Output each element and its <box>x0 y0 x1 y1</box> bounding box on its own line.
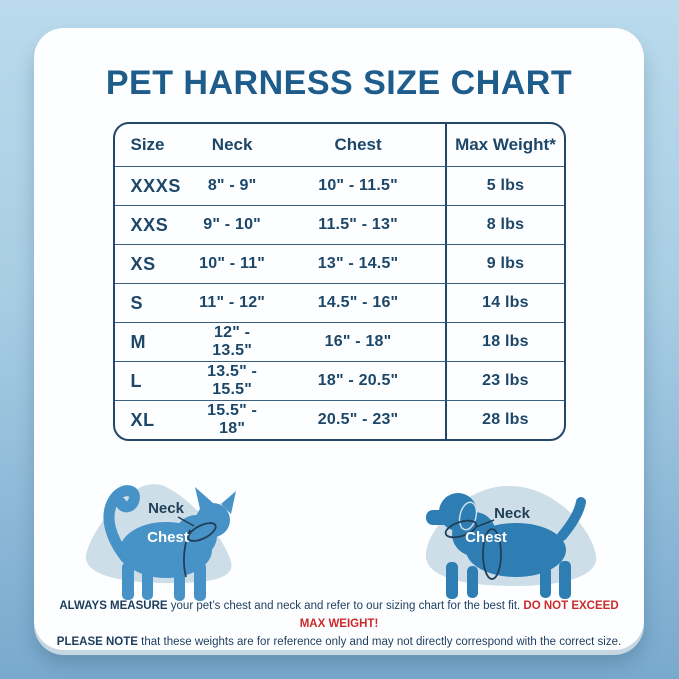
cell-max-weight: 14 lbs <box>445 284 564 323</box>
cell-size: XL <box>130 409 155 430</box>
dog-neck-measure-line <box>444 519 478 539</box>
cat-measuring-figure: Neck Chest <box>76 472 248 604</box>
footer-max-weight-warning: DO NOT EXCEED MAX WEIGHT! <box>299 600 619 630</box>
cell-neck: 8" - 9" <box>193 167 271 206</box>
size-table-body: XXXS 8" - 9" 10" - 11.5" 5 lbs XXS 9" - 10" 11… <box>114 167 564 439</box>
dog-measuring-figure: Neck Chest <box>412 470 604 604</box>
table-row: XXS 9" - 10" 11.5" - 13" 8 lbs <box>114 206 564 245</box>
cell-size: XXS <box>114 206 194 245</box>
cell-neck: 10" - 11" <box>193 245 271 284</box>
table-row: L 13.5" - 15.5" 18" - 20.5" 23 lbs <box>114 362 564 401</box>
cell-chest: 11.5" - 13" <box>270 206 446 245</box>
cell-max-weight: 23 lbs <box>445 362 564 401</box>
table-row: XS 10" - 11" 13" - 14.5" 9 lbs <box>114 245 564 284</box>
footer-line-1: ALWAYS MEASURE your pet’s chest and neck… <box>56 598 622 634</box>
column-header-size: Size <box>114 124 194 167</box>
size-table-header: Size Neck Chest Max Weight* <box>114 124 564 167</box>
footer-line-2-text: that these weights are for reference onl… <box>137 635 622 648</box>
cell-max-weight: 5 lbs <box>445 167 564 206</box>
dog-tail <box>557 497 586 541</box>
cell-neck: 11" - 12" <box>193 284 271 323</box>
footer-always-measure-label: ALWAYS MEASURE <box>59 600 168 612</box>
cell-size: XXXS <box>114 167 194 206</box>
page-title: PET HARNESS SIZE CHART <box>105 64 573 102</box>
cell-max-weight: 28 lbs <box>445 401 563 439</box>
cat-tail <box>103 485 140 564</box>
cell-chest: 20.5" - 23" <box>317 411 399 428</box>
cat-illustration: Neck Chest <box>85 484 236 601</box>
column-header-neck: Neck <box>193 124 271 167</box>
dog-illustration: Neck Chest <box>425 485 597 599</box>
cat-chest-measure-line <box>183 529 191 578</box>
footer-notes: ALWAYS MEASURE your pet’s chest and neck… <box>56 598 622 651</box>
cat-chest-label: Chest <box>147 529 189 546</box>
cell-chest: 18" - 20.5" <box>270 362 446 401</box>
footer-line-1-text: your pet’s chest and neck and refer to o… <box>167 600 524 612</box>
cell-max-weight: 8 lbs <box>445 206 564 245</box>
cell-size: XS <box>114 245 194 284</box>
cell-size: S <box>114 284 194 323</box>
footer-line-2: PLEASE NOTE that these weights are for r… <box>56 634 622 652</box>
cell-chest: 13" - 14.5" <box>270 245 446 284</box>
size-table: Size Neck Chest Max Weight* XXXS 8" - 9" 1… <box>112 122 566 441</box>
cell-chest: 10" - 11.5" <box>270 167 446 206</box>
table-row: S 11" - 12" 14.5" - 16" 14 lbs <box>114 284 564 323</box>
footer-please-note-label: PLEASE NOTE <box>56 635 138 648</box>
column-header-max-weight: Max Weight* <box>445 124 564 167</box>
cell-neck: 15.5" - 18" <box>207 402 258 437</box>
cell-neck: 12" - 13.5" <box>193 323 271 362</box>
cell-max-weight: 9 lbs <box>445 245 564 284</box>
cell-size: M <box>114 323 194 362</box>
dog-chest-measure-line <box>482 528 502 580</box>
cell-chest: 16" - 18" <box>270 323 446 362</box>
table-row: XL 15.5" - 18" 20.5" - 23" 28 lbs <box>115 401 564 439</box>
chart-card: PET HARNESS SIZE CHART Size Neck Chest M… <box>34 28 644 650</box>
dog-neck-label: Neck <box>494 505 531 522</box>
column-header-chest: Chest <box>270 124 446 167</box>
cell-chest: 14.5" - 16" <box>270 284 446 323</box>
cell-max-weight: 18 lbs <box>445 323 564 362</box>
dog-neck-pointer-line <box>475 519 495 528</box>
table-row: XXXS 8" - 9" 10" - 11.5" 5 lbs <box>114 167 564 206</box>
table-row: M 12" - 13.5" 16" - 18" 18 lbs <box>114 323 564 362</box>
cat-neck-pointer-line <box>177 516 195 527</box>
cell-neck: 9" - 10" <box>193 206 271 245</box>
dog-ear <box>458 501 478 531</box>
dog-chest-label: Chest <box>465 529 507 546</box>
cat-neck-label: Neck <box>148 500 185 517</box>
cat-neck-measure-line <box>187 522 217 542</box>
cell-neck: 13.5" - 15.5" <box>193 362 271 401</box>
cell-size: L <box>114 362 194 401</box>
